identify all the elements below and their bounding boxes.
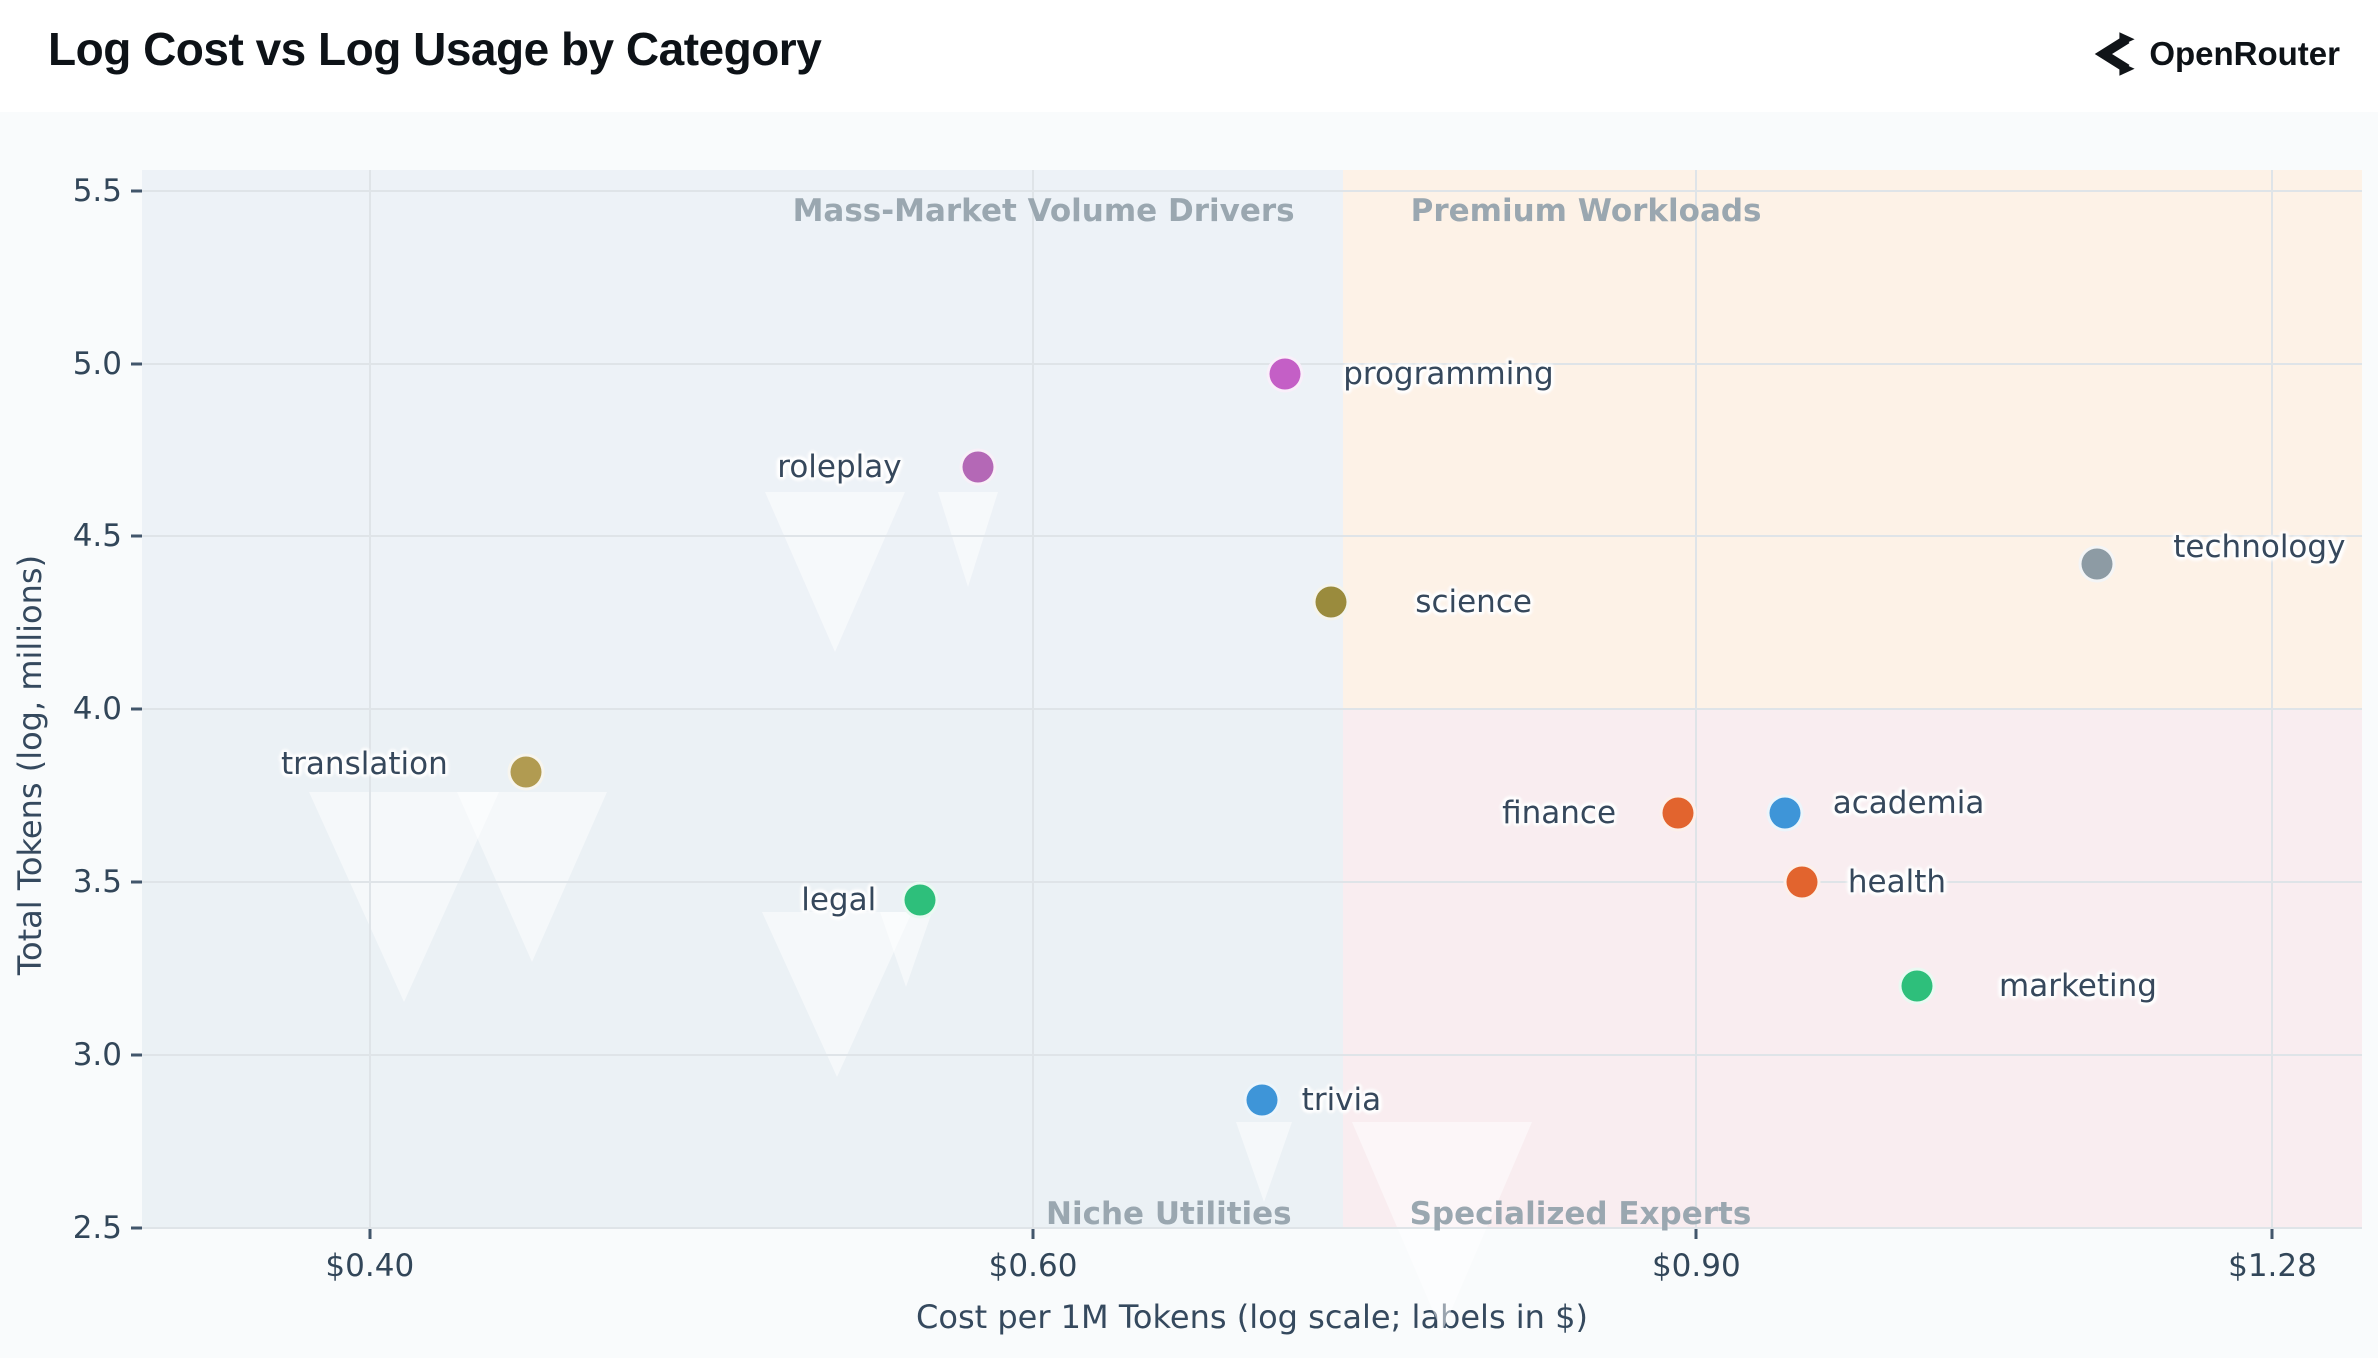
x-tick-mark: [1031, 1228, 1035, 1239]
x-tick-label: $1.28: [2228, 1248, 2317, 1284]
quadrant-label-bottom-left: Niche Utilities: [1046, 1196, 1292, 1232]
x-tick-mark: [2270, 1228, 2274, 1239]
quadrant-top-left: [142, 170, 1343, 710]
point-label-finance: finance: [1502, 795, 1617, 832]
gridline-horizontal: [142, 1054, 2362, 1057]
y-tick-label: 3.5: [72, 864, 122, 901]
openrouter-logo: OpenRouter: [2087, 30, 2340, 78]
quadrant-label-top-right: Premium Workloads: [1410, 193, 1762, 229]
point-roleplay: [959, 448, 997, 486]
quadrant-top-right: [1342, 170, 2362, 710]
page-title: Log Cost vs Log Usage by Category: [48, 23, 822, 75]
point-label-technology: technology: [2173, 529, 2346, 566]
y-tick-label: 5.0: [72, 345, 122, 382]
gridline-vertical: [1695, 170, 1698, 1228]
gridline-horizontal: [142, 708, 2362, 711]
y-tick-label: 4.5: [72, 518, 122, 555]
point-label-science: science: [1415, 584, 1532, 621]
point-label-translation: translation: [281, 745, 448, 782]
point-programming: [1266, 355, 1304, 393]
y-tick-mark: [131, 1053, 142, 1057]
point-academia: [1766, 794, 1804, 832]
y-tick-label: 4.0: [72, 691, 122, 728]
point-label-trivia: trivia: [1301, 1082, 1382, 1119]
y-tick-mark: [131, 189, 142, 193]
point-label-academia: academia: [1832, 785, 1985, 822]
y-tick-label: 5.5: [72, 172, 122, 209]
point-trivia: [1243, 1081, 1281, 1119]
plot-area: Mass-Market Volume Drivers Premium Worklo…: [142, 170, 2362, 1332]
gridline-horizontal: [142, 535, 2362, 538]
gridline-horizontal: [142, 881, 2362, 884]
y-tick-mark: [131, 880, 142, 884]
gridline-vertical: [368, 170, 371, 1228]
point-health: [1783, 863, 1821, 901]
point-label-health: health: [1847, 864, 1947, 901]
gridline-horizontal: [142, 362, 2362, 365]
x-tick-mark: [368, 1228, 372, 1239]
y-axis-title: Total Tokens (log, millions): [11, 554, 49, 976]
x-axis-title: Cost per 1M Tokens (log scale; labels in…: [916, 1298, 1588, 1336]
quadrant-label-bottom-right: Specialized Experts: [1409, 1196, 1752, 1232]
y-tick-mark: [131, 534, 142, 538]
point-science: [1312, 583, 1350, 621]
x-tick-label: $0.40: [325, 1248, 415, 1284]
point-label-legal: legal: [801, 881, 877, 918]
y-tick-mark: [131, 1226, 142, 1230]
openrouter-wordmark: OpenRouter: [2149, 35, 2340, 72]
quadrant-bottom-left: [142, 709, 1343, 1228]
point-label-roleplay: roleplay: [777, 449, 902, 486]
point-translation: [507, 753, 545, 791]
quadrant-label-top-left: Mass-Market Volume Drivers: [792, 193, 1295, 229]
y-tick-mark: [131, 707, 142, 711]
point-marketing: [1898, 967, 1936, 1005]
gridline-vertical: [1032, 170, 1035, 1228]
y-tick-label: 2.5: [72, 1210, 122, 1246]
point-label-marketing: marketing: [1999, 967, 2157, 1004]
y-tick-label: 3.0: [72, 1037, 122, 1074]
point-label-programming: programming: [1343, 355, 1554, 392]
x-tick-label: $0.60: [988, 1248, 1078, 1284]
point-finance: [1659, 794, 1697, 832]
y-tick-mark: [131, 362, 142, 366]
gridline-horizontal: [142, 189, 2362, 192]
openrouter-icon: [2095, 32, 2135, 76]
gridline-horizontal: [142, 1227, 2362, 1229]
point-technology: [2078, 545, 2116, 583]
x-tick-mark: [1694, 1228, 1698, 1239]
point-legal: [901, 881, 939, 919]
x-tick-label: $0.90: [1651, 1248, 1741, 1284]
gridline-vertical: [2271, 170, 2274, 1228]
